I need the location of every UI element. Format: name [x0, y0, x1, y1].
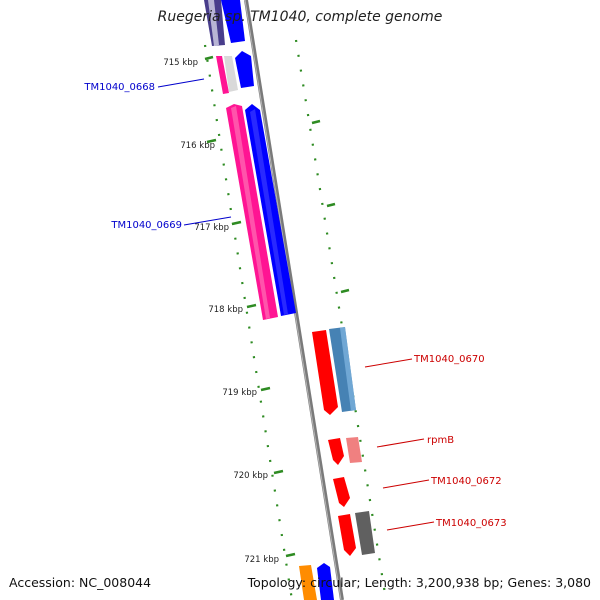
gene-label[interactable]: TM1040_0673	[435, 518, 507, 529]
major-tick	[204, 55, 214, 61]
outer-tick	[311, 119, 321, 125]
gene-feature-gray[interactable]	[355, 511, 375, 555]
tick-label: 719 kbp	[222, 388, 257, 398]
outer-tick	[340, 288, 350, 294]
gene-label[interactable]: rpmB	[427, 435, 454, 446]
major-tick	[260, 386, 271, 392]
cds-feature-blue-shade	[250, 109, 288, 315]
topology-text: Topology: circular; Length: 3,200,938 bp…	[247, 575, 591, 590]
cds-feature-blue[interactable]	[317, 563, 334, 600]
tick-label: 720 kbp	[233, 471, 268, 481]
gene-label[interactable]: TM1040_0669	[110, 220, 182, 231]
gene-feature-red[interactable]	[328, 438, 344, 465]
gene-feature-red[interactable]	[338, 514, 356, 556]
genome-backbone	[244, 0, 344, 600]
gene-feature-orange[interactable]	[299, 565, 317, 600]
gene-feature-gray[interactable]	[224, 56, 238, 92]
tick-label: 715 kbp	[163, 58, 198, 68]
gene-label[interactable]: TM1040_0670	[413, 354, 485, 365]
tick-label: 717 kbp	[194, 223, 229, 233]
major-tick	[285, 552, 296, 558]
gene-feature-magenta[interactable]	[216, 56, 229, 94]
gene-feature-magenta-shade	[231, 106, 270, 319]
label-leader-line	[183, 216, 232, 226]
gene-feature-red[interactable]	[312, 330, 338, 415]
tick-label: 716 kbp	[180, 141, 215, 151]
label-leader-line	[382, 479, 430, 489]
label-leader-line	[386, 521, 435, 531]
label-leader-line	[376, 438, 425, 448]
major-tick	[231, 220, 242, 226]
gene-label[interactable]: TM1040_0672	[430, 476, 502, 487]
major-tick	[206, 138, 217, 144]
cds-feature-blue[interactable]	[221, 0, 245, 43]
label-leader-line	[157, 78, 205, 88]
gene-feature-steel-blue-shade	[340, 327, 356, 411]
gene-label[interactable]: TM1040_0668	[83, 82, 155, 93]
gene-feature-red[interactable]	[333, 477, 350, 507]
accession-text: Accession: NC_008044	[9, 575, 152, 590]
map-title: Ruegeria sp. TM1040, complete genome	[157, 9, 443, 25]
label-leader-line	[364, 358, 413, 368]
cds-feature-blue[interactable]	[235, 51, 254, 88]
major-tick	[246, 303, 257, 309]
tick-label: 718 kbp	[208, 305, 243, 315]
major-tick	[273, 469, 284, 475]
gene-feature-pink[interactable]	[346, 437, 362, 463]
gene-feature-highlight	[208, 0, 219, 46]
outer-tick	[326, 202, 336, 208]
tick-label: 721 kbp	[244, 555, 279, 565]
